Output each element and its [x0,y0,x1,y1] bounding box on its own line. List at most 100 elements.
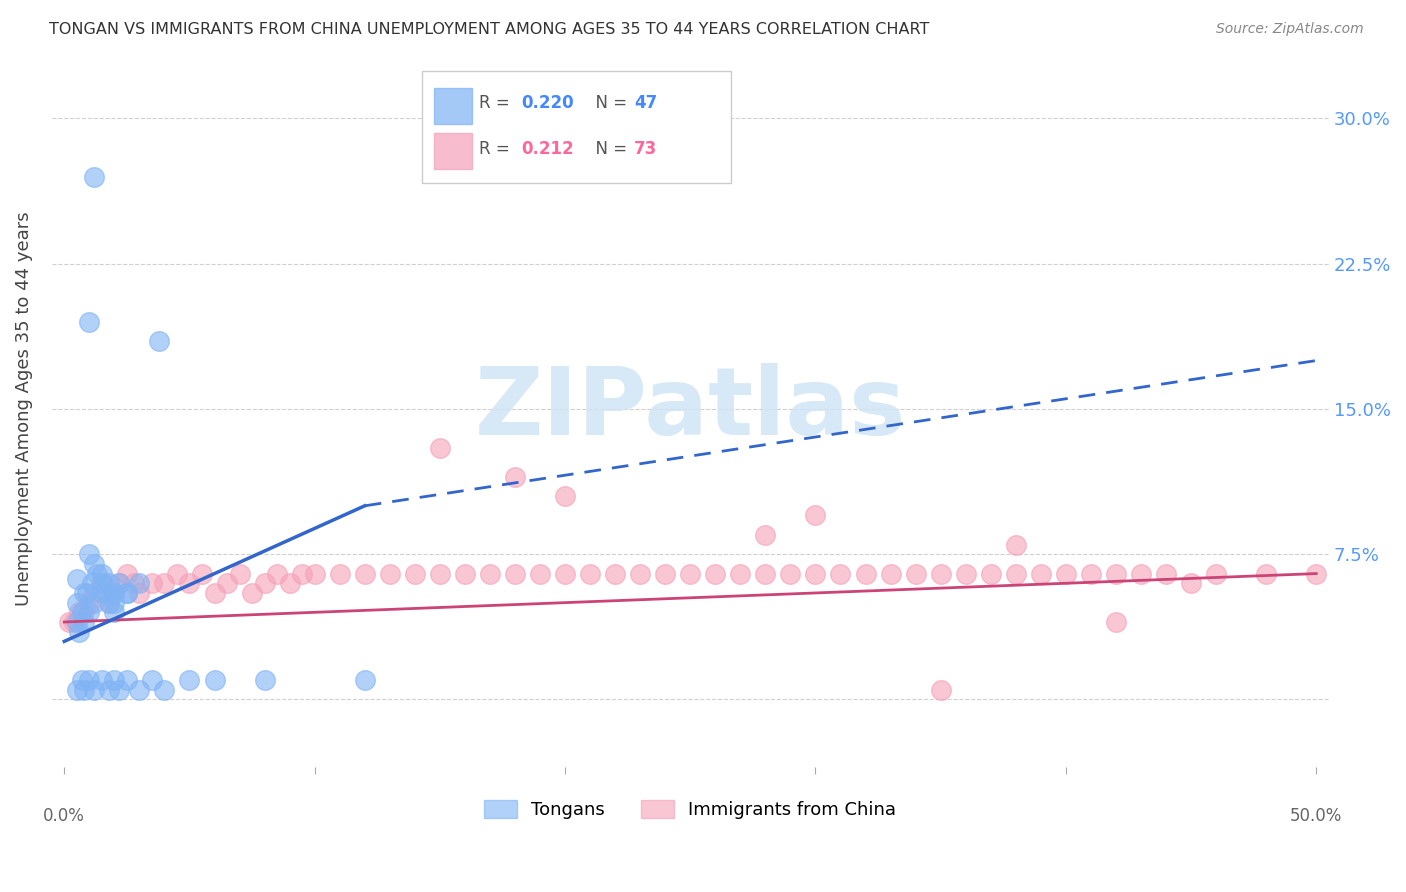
Point [73,586,96,600]
Point [329,566,352,581]
Point [1029,566,1052,581]
Point [378,566,401,581]
Point [90,566,112,581]
Point [115,673,138,687]
Point [1004,566,1026,581]
Point [103,605,125,619]
Point [70,605,93,619]
Point [90,576,112,591]
Point [66,596,89,610]
Point [179,673,201,687]
Point [103,586,125,600]
Point [83,557,105,571]
Point [266,566,288,581]
Point [855,566,877,581]
Point [704,566,727,581]
Point [804,566,827,581]
Point [1305,566,1327,581]
Point [83,586,105,600]
Point [253,576,276,591]
Y-axis label: Unemployment Among Ages 35 to 44 years: Unemployment Among Ages 35 to 44 years [15,211,32,607]
Point [86,566,108,581]
Point [191,566,214,581]
Point [58,615,80,629]
Text: R =: R = [479,94,516,112]
Text: 73: 73 [634,140,658,158]
Point [108,682,131,697]
Point [76,586,98,600]
Point [124,576,146,591]
Point [103,596,125,610]
Point [83,169,105,184]
Point [103,673,125,687]
Point [115,566,138,581]
Point [503,469,526,483]
Text: N =: N = [585,140,633,158]
Point [404,566,426,581]
Point [108,576,131,591]
Point [1105,615,1128,629]
Point [63,615,86,629]
Point [204,586,226,600]
Point [554,566,576,581]
Point [79,673,101,687]
Point [1256,566,1278,581]
Point [654,566,676,581]
Point [304,566,326,581]
Point [79,605,101,619]
Point [83,596,105,610]
Point [204,673,226,687]
Point [166,566,188,581]
Point [1154,566,1177,581]
Point [90,586,112,600]
Point [141,576,163,591]
Point [904,566,927,581]
Point [128,576,150,591]
Text: ZIPatlas: ZIPatlas [475,363,905,455]
Point [579,566,602,581]
Point [141,673,163,687]
Point [291,566,314,581]
Point [554,489,576,503]
Point [1004,537,1026,551]
Point [98,682,121,697]
Text: R =: R = [479,140,516,158]
Point [1180,576,1202,591]
Point [83,682,105,697]
Point [628,566,651,581]
Point [98,596,121,610]
Point [929,566,952,581]
Point [228,566,250,581]
Point [90,673,112,687]
Point [179,576,201,591]
Point [1129,566,1152,581]
Point [955,566,977,581]
Point [128,682,150,697]
Point [98,576,121,591]
Point [103,586,125,600]
Point [79,596,101,610]
Point [66,615,89,629]
Point [153,576,176,591]
Point [128,586,150,600]
Point [108,576,131,591]
Text: N =: N = [585,94,633,112]
Point [80,576,103,591]
Point [70,673,93,687]
Point [754,566,776,581]
Point [1080,566,1102,581]
Point [66,573,89,587]
Point [754,528,776,542]
Point [353,566,375,581]
Point [215,576,238,591]
Point [429,566,451,581]
Point [79,547,101,561]
Point [96,586,118,600]
Point [67,624,90,639]
Text: 50.0%: 50.0% [1291,806,1343,825]
Point [804,508,827,523]
Text: 0.220: 0.220 [522,94,574,112]
Point [73,682,96,697]
Point [478,566,501,581]
Point [66,682,89,697]
